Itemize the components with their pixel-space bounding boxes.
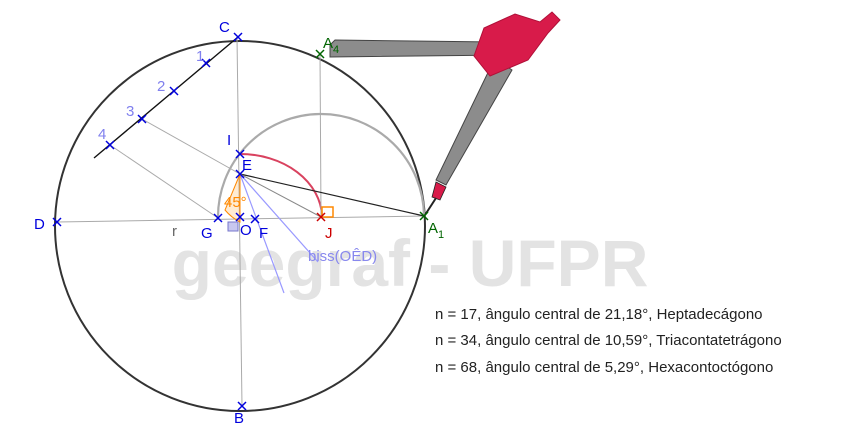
- point-a1-marker[interactable]: [419, 211, 429, 221]
- label-e: E: [242, 157, 252, 174]
- bisector-line: [239, 173, 319, 263]
- label-f: F: [259, 225, 268, 242]
- label-4: 4: [98, 126, 106, 143]
- compass-tool[interactable]: [329, 11, 561, 216]
- segment-e-j: [239, 173, 322, 218]
- point-c-marker[interactable]: [233, 32, 243, 42]
- point-e-marker[interactable]: [235, 169, 245, 179]
- watermark: geegraf - UFPR: [172, 226, 649, 300]
- point-b-marker[interactable]: [237, 401, 247, 411]
- label-a4-sub: 4: [333, 44, 339, 56]
- label-g: G: [201, 225, 213, 242]
- right-angle-marker-j: [321, 206, 334, 218]
- point-j-marker[interactable]: [316, 212, 326, 222]
- info-line-1: n = 17, ângulo central de 21,18°, Heptad…: [435, 306, 763, 323]
- label-j: J: [325, 225, 333, 242]
- right-angle-marker-o: [227, 221, 239, 232]
- point-a4-marker[interactable]: [315, 49, 325, 59]
- point-d-marker[interactable]: [52, 217, 62, 227]
- parallel-line-3: [141, 118, 241, 175]
- angle-label: 45°: [224, 194, 247, 211]
- label-i: I: [227, 132, 231, 149]
- segment-e-a1: [239, 173, 425, 217]
- point-o-marker[interactable]: [235, 212, 245, 222]
- label-b: B: [234, 410, 244, 427]
- division-segment: [93, 36, 239, 159]
- bisector-label: biss(OÊD): [308, 248, 377, 265]
- point-i-marker[interactable]: [235, 149, 245, 159]
- label-d: D: [34, 216, 45, 233]
- label-2: 2: [157, 78, 165, 95]
- label-r: r: [172, 223, 177, 240]
- point-2-marker[interactable]: [169, 86, 179, 96]
- label-o: O: [240, 222, 252, 239]
- label-a4: A4: [323, 35, 339, 56]
- compass-lower-leg: [435, 57, 513, 186]
- point-1-marker[interactable]: [201, 58, 211, 68]
- label-a1: A1: [428, 220, 444, 241]
- point-4-marker[interactable]: [105, 140, 115, 150]
- point-f-marker[interactable]: [250, 214, 260, 224]
- point-g-marker[interactable]: [213, 213, 223, 223]
- point-markers: [52, 32, 260, 411]
- parallel-line-4: [109, 144, 219, 219]
- bisector-ray: [239, 173, 285, 294]
- point-3-marker[interactable]: [137, 114, 147, 124]
- compass-handle[interactable]: [473, 11, 561, 77]
- label-a1-sub: 1: [438, 229, 444, 241]
- label-1: 1: [196, 48, 204, 65]
- red-arc: [239, 153, 323, 217]
- angle-45-arc: [224, 173, 241, 223]
- perpendicular-line: [319, 52, 322, 218]
- label-a4-main: A: [323, 35, 333, 52]
- label-3: 3: [126, 103, 134, 120]
- info-line-2: n = 34, ângulo central de 10,59°, Triaco…: [435, 332, 782, 349]
- info-line-3: n = 68, ângulo central de 5,29°, Hexacon…: [435, 359, 774, 376]
- label-c: C: [219, 19, 230, 36]
- label-a1-main: A: [428, 220, 438, 237]
- main-circle: [54, 40, 426, 412]
- compass-pencil-tip: [431, 181, 447, 201]
